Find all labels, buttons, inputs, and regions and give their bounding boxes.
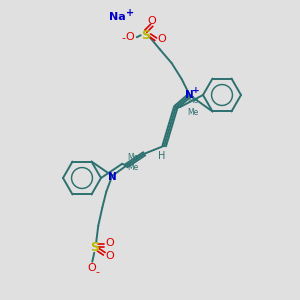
Text: +: + [192,86,200,95]
Text: O: O [158,34,166,44]
Text: +: + [126,8,134,18]
Text: Me: Me [127,163,139,172]
Text: O: O [88,263,97,273]
Text: O: O [106,238,115,248]
Text: O: O [147,16,156,26]
Text: -: - [95,267,99,277]
Text: N: N [108,172,117,182]
Text: S: S [141,29,150,42]
Text: H: H [158,151,165,161]
Text: Me: Me [187,96,198,105]
Text: Na: Na [110,12,126,22]
Text: S: S [90,241,99,254]
Text: O: O [106,251,115,261]
Text: -: - [122,33,126,43]
Text: O: O [125,32,134,42]
Text: Me: Me [187,108,198,117]
Text: N: N [185,90,194,100]
Text: Me: Me [127,153,139,162]
